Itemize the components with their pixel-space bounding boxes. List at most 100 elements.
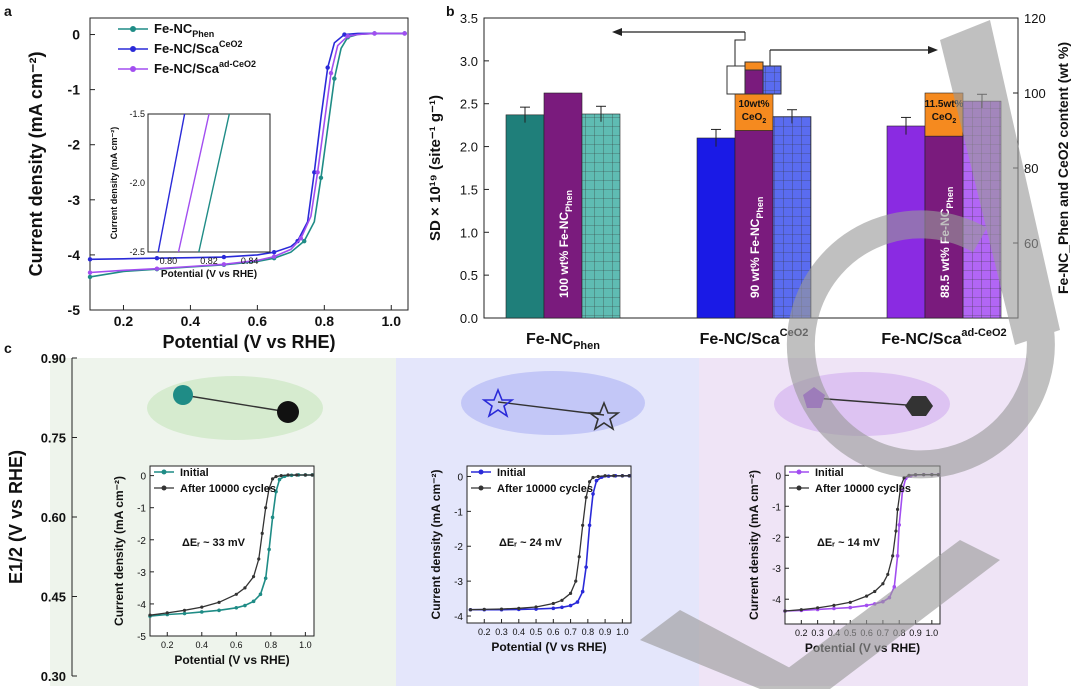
subplot-y-tick-label: -1 (137, 504, 146, 515)
y-tick-label-left: 3.5 (460, 11, 478, 26)
aged-point (182, 608, 187, 612)
series-point (87, 274, 93, 280)
y-tick-label: -1 (68, 82, 81, 98)
initial-point (594, 478, 599, 483)
legend-marker (130, 26, 136, 32)
aged-point (591, 475, 595, 480)
aged-point (627, 474, 631, 478)
main-y-tick-label: 0.75 (41, 431, 66, 446)
aged-point (310, 473, 314, 477)
legend-label: Fe-NC/Scaad-CeO2 (154, 59, 256, 76)
legend-marker-initial (478, 469, 484, 475)
molecule-star-blue (481, 387, 515, 418)
fenc-content-bar (543, 92, 583, 319)
subplot-x-tick-label: 0.8 (582, 627, 595, 637)
subplot-y-tick-label: -2 (137, 536, 146, 547)
y-tick-label-left: 1.5 (460, 182, 478, 197)
inset-line-2 (198, 113, 230, 253)
series-point (328, 70, 334, 76)
subplot-y-tick-label: -4 (137, 600, 146, 611)
series-point (302, 238, 307, 244)
sd-bar-solid (696, 137, 736, 319)
aged-point (274, 474, 278, 479)
subplot-x-tick-label: 0.3 (495, 627, 508, 637)
aged-point (895, 507, 900, 511)
initial-point (270, 515, 275, 520)
subplot-x-tick-label: 0.5 (530, 627, 543, 637)
y-tick-label-left: 2.5 (460, 97, 478, 112)
icon-solid-bar (726, 65, 746, 95)
y-tick-label-right: 120 (1024, 11, 1046, 26)
initial-point (568, 603, 573, 608)
content-bar-label: 90 wt% Fe-NCPhen (748, 197, 765, 298)
icon-purple-bar (744, 69, 764, 95)
series-point (372, 31, 377, 36)
inset-frame (147, 113, 271, 253)
initial-point (864, 603, 869, 608)
series-point (345, 33, 350, 39)
subplot-y-tick-label: -3 (454, 577, 463, 588)
subplot-x-tick-label: 0.8 (265, 640, 278, 650)
initial-point (895, 554, 900, 558)
category-label: Fe-NC/Scaad-CeO2 (881, 327, 1006, 348)
legend-marker-aged (161, 485, 167, 491)
panel-label-b: b (446, 3, 455, 19)
subplot-y-tick-label: 0 (457, 472, 463, 483)
subplot-x-tick-label: 0.9 (599, 627, 612, 637)
aged-point (217, 600, 221, 604)
aged-point (899, 484, 903, 488)
x-axis-label: Potential (V vs RHE) (162, 332, 335, 352)
icon-orange-bar (744, 61, 764, 71)
aged-point (165, 611, 169, 615)
y-tick-label: -4 (68, 247, 81, 263)
series-point (221, 262, 227, 267)
subplot-x-tick-label: 0.9 (909, 628, 922, 638)
y-tick-label: -5 (68, 302, 81, 318)
initial-point (251, 599, 256, 604)
delta-e-annotation: ΔEᵣ ~ 14 mV (817, 537, 881, 549)
subplot-y-tick-label: -4 (454, 612, 463, 623)
y-tick-label: 0 (72, 27, 80, 43)
subplot-x-tick-label: 1.0 (926, 628, 939, 638)
y-tick-label-right: 80 (1024, 161, 1038, 176)
initial-point (584, 565, 588, 569)
aged-point (612, 474, 616, 478)
aged-point (499, 607, 504, 611)
category-label: Fe-NCPhen (526, 331, 600, 352)
aged-point (881, 582, 885, 586)
aged-point (886, 572, 890, 577)
aged-point (148, 613, 152, 617)
aged-point (264, 506, 268, 510)
ceo2-bar-label: 10wt% (738, 99, 769, 110)
subplot-x-tick-label: 0.4 (513, 627, 526, 637)
inset-x-tick: 0.82 (200, 256, 218, 266)
aged-point (603, 474, 607, 478)
aged-point (848, 600, 852, 604)
legend-label-aged: After 10000 cycles (497, 483, 593, 495)
legend-label-initial: Initial (180, 467, 209, 479)
aged-point (560, 598, 564, 602)
aged-point (551, 601, 555, 606)
initial-point (892, 585, 897, 589)
inset-y-label: Current density (mA cm⁻²) (109, 127, 119, 239)
y-tick-label-right: 100 (1024, 86, 1046, 101)
aged-point (574, 579, 578, 583)
initial-point (263, 576, 268, 581)
aged-point (267, 486, 271, 491)
inset-line-1 (177, 113, 210, 253)
subplot-x-tick-label: 0.2 (795, 628, 808, 638)
inset-y-tick: -2.5 (129, 247, 145, 257)
y-tick-label: -3 (68, 192, 81, 208)
molecule-hexagon-black (905, 396, 933, 416)
subplot-x-tick-label: 0.2 (478, 627, 491, 637)
legend-marker-aged (796, 485, 802, 491)
aged-point (783, 609, 787, 613)
aged-point (260, 531, 264, 535)
ceo2-bar-label-2: CeO2 (742, 112, 767, 125)
molecule-bond (813, 397, 921, 407)
main-y-tick-label: 0.30 (41, 669, 66, 684)
aged-point (568, 591, 573, 595)
subplot-y-tick-label: -2 (454, 542, 463, 553)
